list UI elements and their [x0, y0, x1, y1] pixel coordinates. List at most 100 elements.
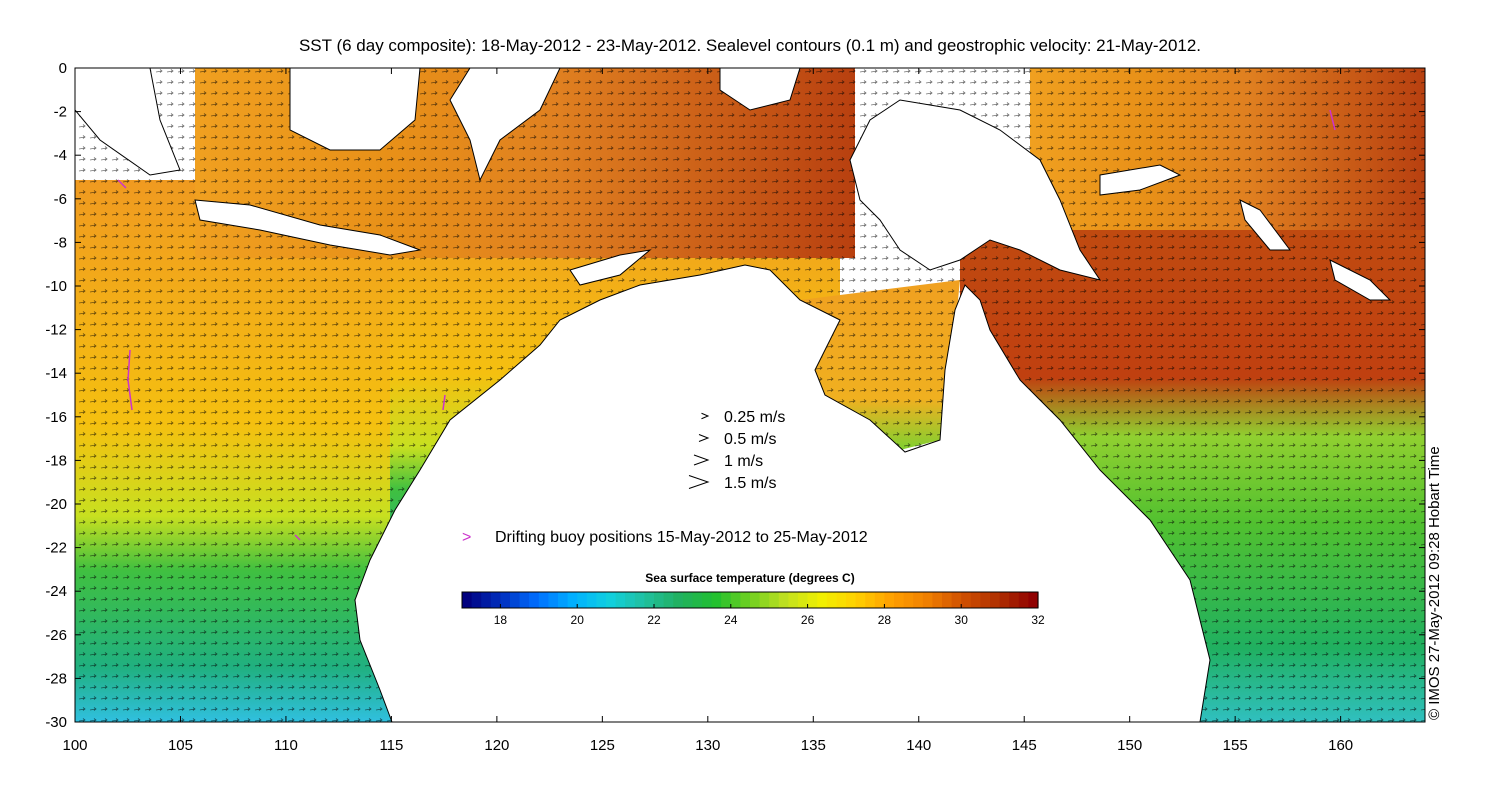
colorbar: Sea surface temperature (degrees C) 18 20…	[461, 571, 1045, 627]
colorbar-swatch	[663, 592, 674, 608]
velocity-arrow	[698, 434, 710, 442]
y-tick-label: -16	[45, 409, 67, 426]
colorbar-swatch	[817, 592, 828, 608]
buoy-symbol: >	[462, 529, 471, 546]
buoy-tracks	[117, 109, 1336, 541]
colorbar-swatch	[510, 592, 521, 608]
colorbar-swatch	[471, 592, 482, 608]
x-tick-label: 100	[62, 737, 87, 754]
y-tick-label: -22	[45, 540, 67, 557]
colorbar-swatch	[490, 592, 501, 608]
colorbar-swatch	[1009, 592, 1020, 608]
x-axis: 100 105 110 115 120 125 130 135 140 145 150 155 160	[62, 68, 1353, 754]
colorbar-swatch	[750, 592, 761, 608]
colorbar-swatch	[874, 592, 885, 608]
colorbar-swatch	[778, 592, 789, 608]
colorbar-swatch	[990, 592, 1001, 608]
sumatra-landmass	[75, 68, 181, 176]
colorbar-swatch	[961, 592, 972, 608]
colorbar-swatch	[673, 592, 684, 608]
y-tick-label: -24	[45, 583, 67, 600]
x-tick-label: 140	[906, 737, 931, 754]
colorbar-swatch	[740, 592, 751, 608]
velocity-label: 0.5 m/s	[724, 431, 776, 448]
x-tick-label: 160	[1328, 737, 1353, 754]
y-tick-label: -2	[54, 104, 67, 121]
solomon-islands	[1239, 199, 1291, 251]
credit-text: © IMOS 27-May-2012 09:28 Hobart Time	[1426, 446, 1443, 720]
y-tick-label: -20	[45, 496, 67, 513]
colorbar-title: Sea surface temperature (degrees C)	[645, 571, 854, 585]
colorbar-swatch	[942, 592, 953, 608]
plot-frame	[74, 67, 1426, 723]
y-axis: 0 -2 -4 -6 -8 -10 -12 -14 -16 -18 -20 -22 -24 -26 -28 -…	[45, 60, 1425, 731]
colorbar-swatch	[826, 592, 837, 608]
new-guinea-landmass	[849, 99, 1102, 281]
colorbar-swatch	[519, 592, 530, 608]
colorbar-swatch	[596, 592, 607, 608]
colorbar-swatch	[558, 592, 569, 608]
colorbar-swatch	[654, 592, 665, 608]
colorbar-swatch	[702, 592, 713, 608]
y-tick-label: -18	[45, 452, 67, 469]
solomon-islands-2	[1329, 259, 1392, 301]
colorbar-tick-label: 18	[494, 613, 508, 627]
borneo-island	[289, 68, 421, 151]
velocity-arrow	[693, 454, 710, 466]
colorbar-swatch	[586, 592, 597, 608]
colorbar-swatch	[894, 592, 905, 608]
velocity-legend: 0.25 m/s 0.5 m/s 1 m/s 1.5 m/s	[688, 409, 785, 492]
x-tick-label: 150	[1117, 737, 1142, 754]
x-tick-label: 110	[274, 737, 298, 754]
velocity-label: 1 m/s	[724, 453, 763, 470]
x-tick-label: 120	[484, 737, 509, 754]
colorbar-tick-label: 30	[955, 613, 969, 627]
colorbar-swatch	[913, 592, 924, 608]
colorbar-swatch	[481, 592, 492, 608]
colorbar-tick-label: 26	[801, 613, 815, 627]
velocity-arrow	[688, 475, 710, 489]
buoy-label: Drifting buoy positions 15-May-2012 to 2…	[495, 529, 868, 546]
colorbar-swatch	[932, 592, 943, 608]
colorbar-tick-label: 24	[724, 613, 738, 627]
colorbar-swatch	[951, 592, 962, 608]
new-britain-island	[1099, 164, 1182, 196]
sst-field	[75, 68, 1425, 722]
colorbar-swatch	[692, 592, 703, 608]
colorbar-swatch	[759, 592, 770, 608]
x-tick-label: 145	[1012, 737, 1037, 754]
colorbar-swatch	[788, 592, 799, 608]
x-tick-label: 115	[379, 737, 403, 754]
colorbar-tick-label: 20	[571, 613, 585, 627]
colorbar-swatch	[567, 592, 578, 608]
colorbar-swatch	[500, 592, 511, 608]
colorbar-swatch	[606, 592, 617, 608]
java-island	[194, 199, 422, 256]
y-tick-label: -14	[45, 365, 67, 382]
colorbar-swatch	[903, 592, 914, 608]
colorbar-swatch	[922, 592, 933, 608]
y-tick-label: -12	[45, 322, 67, 339]
x-tick-label: 125	[590, 737, 615, 754]
colorbar-swatch	[462, 592, 473, 608]
x-tick-label: 105	[168, 737, 193, 754]
colorbar-swatch	[615, 592, 626, 608]
colorbar-swatch	[682, 592, 693, 608]
y-tick-label: -10	[45, 278, 67, 295]
colorbar-swatch	[846, 592, 857, 608]
colorbar-swatch	[865, 592, 876, 608]
colorbar-swatch	[721, 592, 732, 608]
colorbar-swatch	[798, 592, 809, 608]
colorbar-swatch	[625, 592, 636, 608]
colorbar-swatch	[836, 592, 847, 608]
colorbar-swatch	[1018, 592, 1029, 608]
colorbar-swatch	[999, 592, 1010, 608]
x-tick-label: 135	[801, 737, 826, 754]
colorbar-tick-label: 28	[878, 613, 892, 627]
colorbar-tick-label: 22	[647, 613, 661, 627]
colorbar-swatch	[855, 592, 866, 608]
buoy-legend: > Drifting buoy positions 15-May-2012 to…	[462, 529, 868, 546]
colorbar-swatch	[529, 592, 540, 608]
colorbar-swatch	[769, 592, 780, 608]
